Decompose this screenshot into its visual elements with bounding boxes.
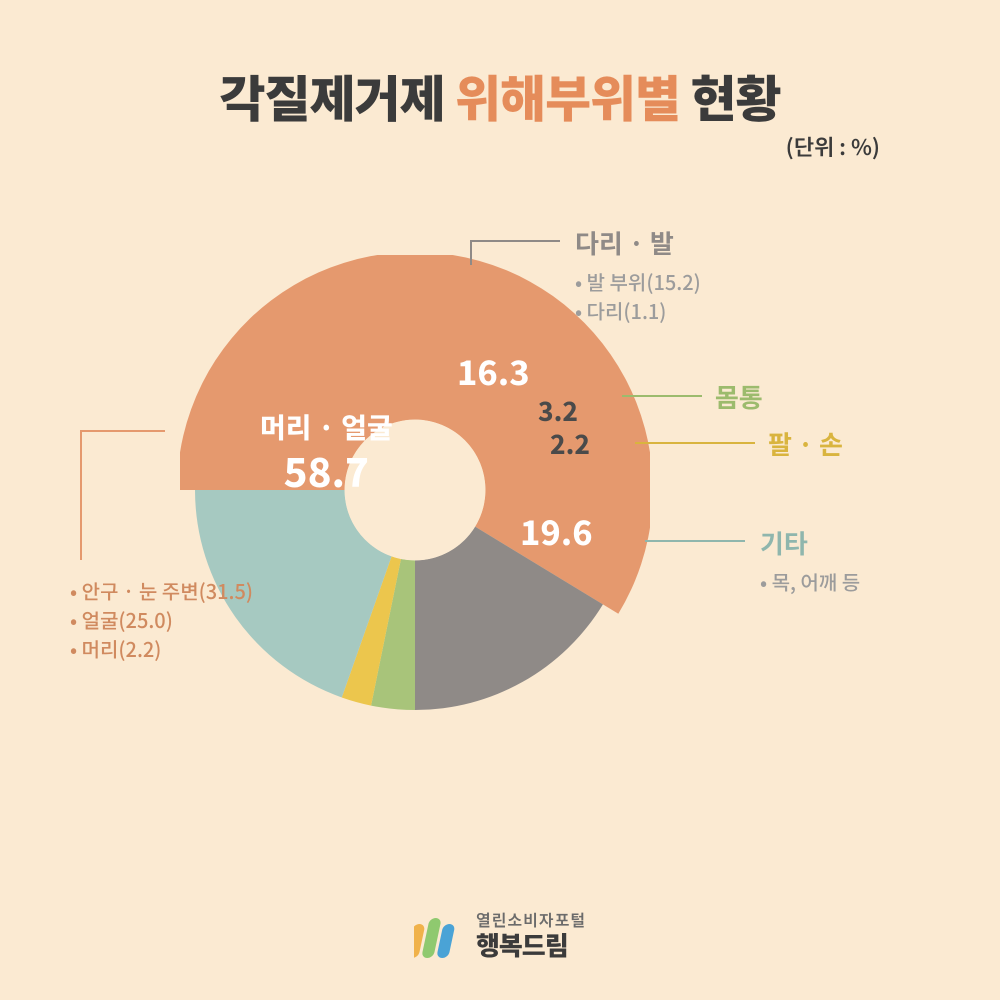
line-head-h [80, 430, 165, 432]
callout-etc-subs: 목, 어깨 등 [760, 567, 860, 596]
callout-legs: 다리 · 발 발 부위(15.2)다리(1.1) [575, 224, 701, 325]
callout-torso: 몸통 [715, 378, 763, 415]
inlabel-head: 머리 · 얼굴 58.7 [260, 410, 393, 495]
line-head-v [80, 430, 82, 560]
unit-label: (단위 : %) [786, 130, 880, 162]
title-tail: 현황 [680, 60, 780, 132]
inlabel-legs: 16.3 [457, 350, 530, 393]
callout-arms-name: 팔 · 손 [768, 425, 843, 462]
footer-text: 열린소비자포털 행복드림 [476, 910, 586, 960]
line-legs-h [470, 240, 560, 242]
title-plain: 각질제거제 [220, 60, 455, 132]
callout-etc-name: 기타 [760, 524, 860, 561]
callout-legs-name: 다리 · 발 [575, 224, 701, 261]
inlabel-arms: 2.2 [550, 428, 590, 461]
line-arms [635, 442, 755, 444]
callout-etc: 기타 목, 어깨 등 [760, 524, 860, 596]
footer: 열린소비자포털 행복드림 [0, 910, 1000, 960]
page-title: 각질제거제 위해부위별 현황 [0, 60, 1000, 132]
callout-torso-name: 몸통 [715, 378, 763, 415]
line-torso [622, 395, 702, 397]
inlabel-torso: 3.2 [538, 395, 578, 428]
callout-head: 안구 · 눈 주변(31.5)얼굴(25.0)머리(2.2) [70, 570, 253, 663]
callout-arms: 팔 · 손 [768, 425, 843, 462]
callout-legs-subs: 발 부위(15.2)다리(1.1) [575, 267, 701, 325]
inlabel-etc: 19.6 [520, 510, 593, 553]
title-highlight: 위해부위별 [455, 60, 680, 132]
callout-head-subs: 안구 · 눈 주변(31.5)얼굴(25.0)머리(2.2) [70, 576, 253, 663]
logo-icon [414, 912, 464, 958]
line-etc [645, 540, 745, 542]
footer-line2: 행복드림 [476, 929, 586, 960]
line-legs-v [470, 240, 472, 265]
